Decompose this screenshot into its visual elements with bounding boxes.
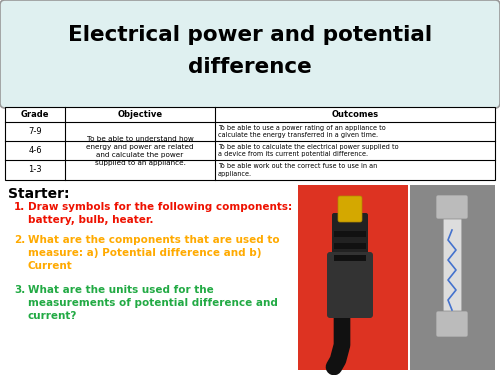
Text: difference: difference [188,57,312,77]
Text: 2.: 2. [14,235,25,245]
FancyBboxPatch shape [327,252,373,318]
Text: 4-6: 4-6 [28,146,42,155]
Bar [410,185,495,370]
Bar [334,231,366,237]
Text: 1.: 1. [14,202,25,212]
Bar [334,243,366,249]
Bar [5,107,495,180]
Text: To be able to calculate the electrical power supplied to
a device from its curre: To be able to calculate the electrical p… [218,144,398,157]
Text: Outcomes: Outcomes [332,110,378,119]
Text: To be able to use a power rating of an appliance to
calculate the energy transfe: To be able to use a power rating of an a… [218,125,386,138]
FancyBboxPatch shape [0,0,500,108]
Text: To be able work out the correct fuse to use in an
appliance.: To be able work out the correct fuse to … [218,163,378,177]
Text: 3.: 3. [14,285,25,295]
FancyBboxPatch shape [338,196,362,222]
Text: Objective: Objective [118,110,162,119]
FancyBboxPatch shape [436,311,468,337]
Bar [443,215,461,315]
Text: Draw symbols for the following components:
battery, bulb, heater.: Draw symbols for the following component… [28,202,292,225]
FancyBboxPatch shape [332,213,368,317]
Text: What are the units used for the
measurements of potential difference and
current: What are the units used for the measurem… [28,285,278,321]
Text: Electrical power and potential: Electrical power and potential [68,25,432,45]
Text: Starter:: Starter: [8,187,70,201]
Text: What are the components that are used to
measure: a) Potential difference and b): What are the components that are used to… [28,235,280,272]
FancyBboxPatch shape [436,195,468,219]
Text: To be able to understand how
energy and power are related
and calculate the powe: To be able to understand how energy and … [86,136,194,166]
Bar [334,255,366,261]
Text: 7-9: 7-9 [28,127,42,136]
Text: Grade: Grade [21,110,49,119]
Bar [298,185,408,370]
Text: 1-3: 1-3 [28,165,42,174]
